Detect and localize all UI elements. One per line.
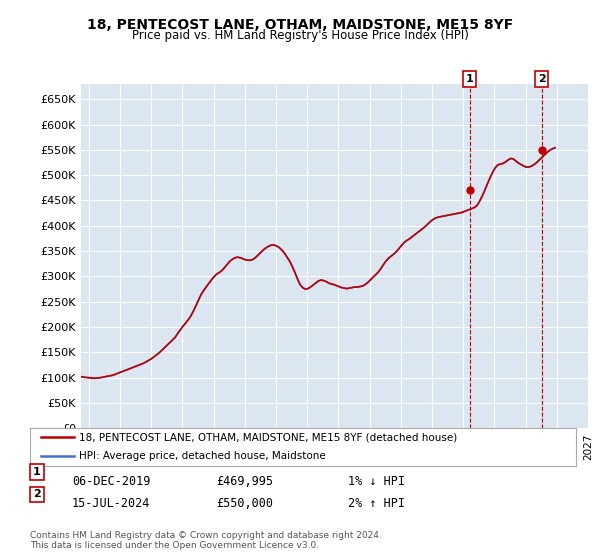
Text: 2: 2 bbox=[538, 74, 545, 84]
Text: 18, PENTECOST LANE, OTHAM, MAIDSTONE, ME15 8YF: 18, PENTECOST LANE, OTHAM, MAIDSTONE, ME… bbox=[87, 18, 513, 32]
Text: 2% ↑ HPI: 2% ↑ HPI bbox=[348, 497, 405, 510]
Text: Contains HM Land Registry data © Crown copyright and database right 2024.
This d: Contains HM Land Registry data © Crown c… bbox=[30, 531, 382, 550]
Text: 1: 1 bbox=[466, 74, 473, 84]
Text: 18, PENTECOST LANE, OTHAM, MAIDSTONE, ME15 8YF (detached house): 18, PENTECOST LANE, OTHAM, MAIDSTONE, ME… bbox=[79, 432, 457, 442]
Text: £469,995: £469,995 bbox=[216, 475, 273, 488]
Text: £550,000: £550,000 bbox=[216, 497, 273, 510]
Text: 06-DEC-2019: 06-DEC-2019 bbox=[72, 475, 151, 488]
Text: 1% ↓ HPI: 1% ↓ HPI bbox=[348, 475, 405, 488]
Text: HPI: Average price, detached house, Maidstone: HPI: Average price, detached house, Maid… bbox=[79, 451, 326, 461]
Text: Price paid vs. HM Land Registry's House Price Index (HPI): Price paid vs. HM Land Registry's House … bbox=[131, 29, 469, 42]
Text: 2: 2 bbox=[33, 489, 41, 500]
Text: 15-JUL-2024: 15-JUL-2024 bbox=[72, 497, 151, 510]
Text: 1: 1 bbox=[33, 467, 41, 477]
